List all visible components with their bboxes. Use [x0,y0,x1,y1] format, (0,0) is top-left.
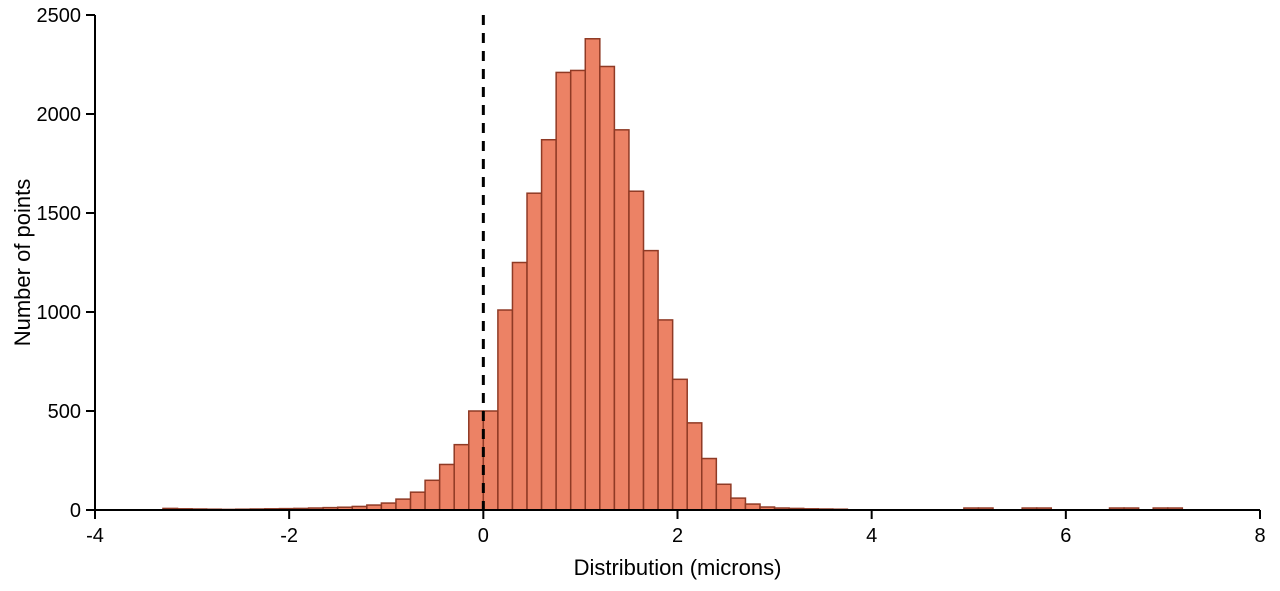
histogram-bar [498,310,513,510]
y-tick-label: 1000 [37,302,82,324]
y-tick-label: 2500 [37,5,82,27]
histogram-bar [556,72,571,510]
histogram-bar [454,445,469,510]
histogram-bar [483,411,498,510]
x-tick-label: -4 [86,525,104,547]
y-tick-label: 2000 [37,104,82,126]
histogram-bar [396,499,411,510]
histogram-bar [673,379,688,510]
x-axis-label: Distribution (microns) [574,555,782,580]
chart-svg: -4 -2 0 2 4 6 8 0 500 1000 1500 2000 2500 Distributio… [0,0,1280,591]
histogram-bar [687,423,702,510]
histogram-bar [381,503,396,510]
histogram-bar [731,498,746,510]
x-tick-label: -2 [280,525,298,547]
x-tick-label: 4 [866,525,877,547]
histogram-bar [425,480,440,510]
x-tick-label: 8 [1254,525,1265,547]
histogram-bar [600,66,615,510]
histogram-bar [614,130,629,510]
x-tick-label: 2 [672,525,683,547]
histogram-bar [644,251,659,510]
histogram-bar [658,320,673,510]
histogram-bar [440,464,455,510]
histogram-bar [512,263,527,511]
histogram-bar [411,492,426,510]
histogram-bar [469,411,484,510]
x-tick-label: 6 [1060,525,1071,547]
histogram-bar [716,484,731,510]
histogram-chart: -4 -2 0 2 4 6 8 0 500 1000 1500 2000 2500 Distributio… [0,0,1280,591]
x-tick-label: 0 [478,525,489,547]
y-axis-label: Number of points [10,179,35,347]
y-tick-label: 1500 [37,203,82,225]
histogram-bar [629,191,644,510]
histogram-bar [702,459,717,510]
histogram-bar [527,193,542,510]
y-tick-label: 0 [70,500,81,522]
histogram-bar [542,140,557,510]
histogram-bar [571,70,586,510]
y-tick-label: 500 [48,401,81,423]
histogram-bar [585,39,600,510]
